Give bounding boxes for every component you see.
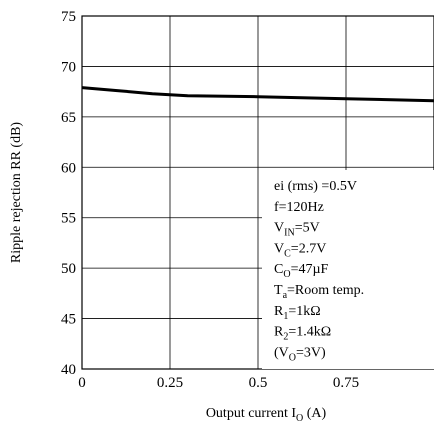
y-tick-label: 65 — [61, 110, 76, 126]
x-tick-labels: 0 0.25 0.5 0.75 — [78, 375, 359, 391]
x-axis-title-main: Output current I — [206, 406, 297, 421]
y-tick-label: 70 — [61, 59, 76, 75]
x-axis-title-sub: O — [296, 413, 303, 424]
condition-line: ei (rms) =0.5V — [274, 179, 357, 194]
conditions-box: ei (rms) =0.5Vf=120HzVIN=5VVC=2.7VCO=47µ… — [262, 170, 434, 369]
y-tick-labels: 40 45 50 55 60 65 70 75 — [61, 9, 76, 378]
y-tick-label: 45 — [61, 312, 76, 328]
x-tick-label: 0 — [78, 375, 86, 391]
x-tick-label: 0.25 — [157, 375, 183, 391]
y-tick-label: 50 — [61, 261, 76, 277]
y-tick-label: 55 — [61, 211, 76, 227]
x-tick-label: 0.75 — [333, 375, 359, 391]
x-tick-label: 0.5 — [249, 375, 268, 391]
y-tick-label: 60 — [61, 160, 76, 176]
y-tick-label: 75 — [61, 9, 76, 25]
y-tick-label: 40 — [61, 362, 76, 378]
x-axis-title: Output current IO (A) — [206, 406, 327, 424]
x-axis-title-suffix: (A) — [303, 406, 326, 421]
condition-line: f=120Hz — [274, 200, 324, 215]
y-axis-title: Ripple rejection RR (dB) — [9, 122, 24, 263]
